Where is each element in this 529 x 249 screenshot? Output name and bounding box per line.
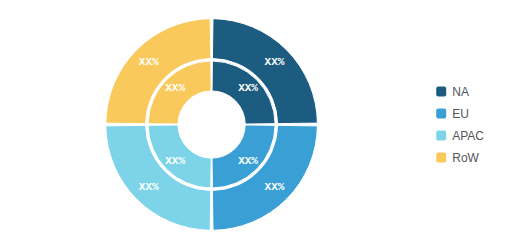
svg-text:XX%: XX%	[265, 56, 285, 68]
svg-text:XX%: XX%	[238, 155, 258, 167]
svg-text:XX%: XX%	[265, 181, 285, 193]
svg-text:XX%: XX%	[139, 56, 159, 68]
svg-text:XX%: XX%	[139, 181, 159, 193]
svg-text:XX%: XX%	[165, 155, 185, 167]
svg-text:APAC: APAC	[452, 129, 484, 143]
svg-text:EU: EU	[452, 107, 469, 121]
svg-text:NA: NA	[452, 85, 469, 99]
svg-text:XX%: XX%	[238, 82, 258, 94]
svg-text:RoW: RoW	[452, 151, 479, 165]
svg-text:XX%: XX%	[165, 82, 185, 94]
